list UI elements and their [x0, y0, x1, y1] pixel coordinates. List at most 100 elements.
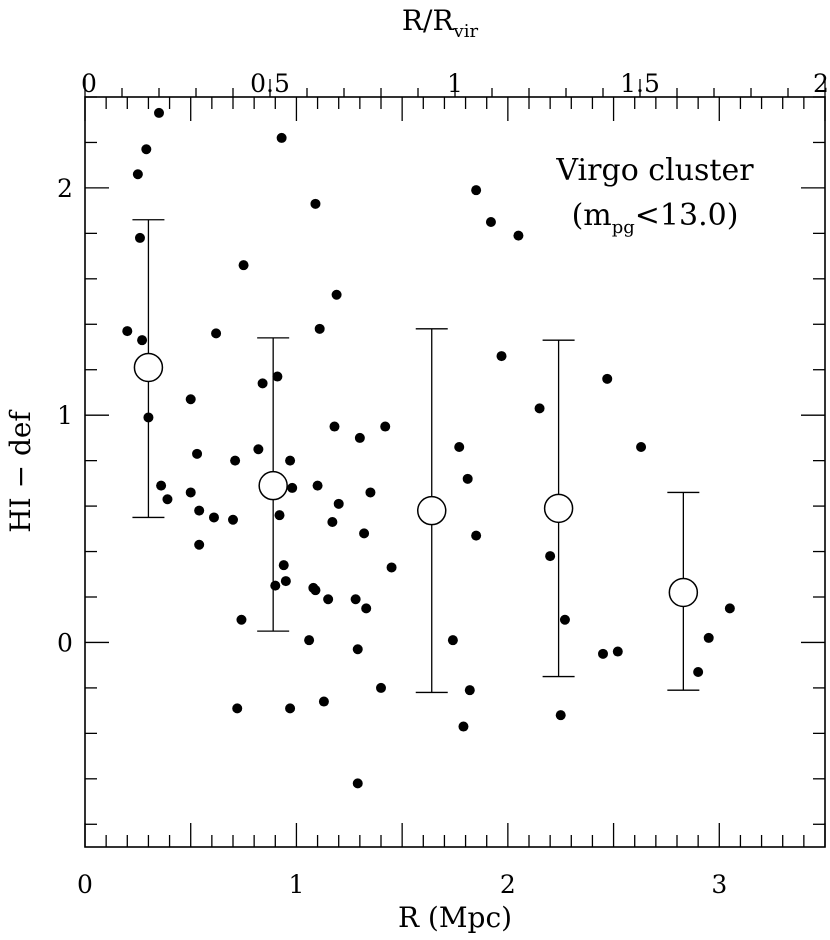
data-point: [327, 517, 338, 527]
data-point: [602, 373, 613, 384]
data-point: [143, 412, 154, 423]
data-point: [232, 703, 243, 714]
top-x-tick-label: 1.5: [620, 69, 660, 98]
data-point: [314, 323, 325, 334]
binned-mean-group: [415, 328, 448, 694]
x-tick-label: 2: [500, 870, 516, 899]
data-point: [352, 644, 363, 655]
data-point: [598, 648, 608, 659]
data-point: [513, 230, 524, 241]
binned-mean-marker: [668, 577, 699, 608]
data-point: [185, 394, 196, 405]
data-point: [253, 444, 264, 455]
data-point: [257, 378, 268, 389]
data-point: [352, 778, 363, 789]
data-point: [310, 198, 321, 209]
data-point: [208, 512, 219, 523]
data-point: [211, 328, 222, 339]
annotation-line-2: (mpg<13.0): [572, 198, 739, 238]
data-point: [318, 696, 329, 707]
data-point: [447, 635, 458, 646]
data-point: [545, 551, 556, 562]
binned-mean-marker: [133, 352, 164, 383]
data-point: [386, 562, 397, 573]
data-point: [462, 473, 473, 484]
top-x-tick-label: 1: [447, 69, 463, 98]
data-point: [359, 528, 370, 539]
top-x-tick-label: 2: [813, 69, 829, 98]
data-point: [194, 539, 205, 550]
x-tick-label: 1: [288, 870, 304, 899]
data-point: [612, 646, 623, 657]
data-point: [331, 289, 342, 300]
data-point: [280, 576, 291, 587]
data-point: [236, 614, 247, 625]
data-point: [185, 487, 196, 498]
binned-mean-marker: [258, 470, 288, 501]
data-point: [485, 217, 496, 227]
data-point: [162, 494, 173, 505]
x-axis-title: R (Mpc): [398, 901, 512, 934]
x-tick-label: 0: [77, 870, 93, 899]
data-point: [496, 351, 507, 362]
data-point: [323, 594, 334, 605]
y-tick-label: 2: [57, 174, 73, 203]
top-x-tick-label: 0: [81, 69, 97, 98]
data-point: [458, 721, 469, 732]
data-point: [555, 710, 566, 721]
data-point: [137, 335, 148, 346]
binned-mean-marker: [543, 493, 574, 524]
data-point: [228, 514, 238, 525]
data-point: [354, 432, 365, 443]
top-x-axis-title: R/Rvir: [402, 4, 479, 42]
cluster-annotation: Virgo cluster (mpg<13.0): [555, 153, 754, 238]
data-point: [365, 487, 376, 498]
data-point: [376, 682, 386, 693]
y-tick-label: 0: [57, 628, 73, 657]
data-point: [534, 403, 545, 414]
data-point: [194, 505, 205, 516]
data-point: [122, 326, 133, 337]
data-point: [471, 530, 482, 541]
top-x-tick-label: 0.5: [250, 69, 290, 98]
data-point: [329, 421, 340, 432]
binned-mean-group: [542, 339, 575, 678]
data-point: [312, 480, 323, 491]
data-point: [636, 442, 647, 452]
data-point: [230, 455, 241, 466]
data-point: [238, 260, 249, 271]
data-point: [192, 448, 203, 459]
data-point: [361, 603, 372, 614]
binned-mean-group: [132, 219, 165, 519]
data-point: [285, 455, 296, 466]
data-point: [270, 580, 281, 591]
x-tick-label: 3: [711, 870, 727, 899]
y-axis-title: HI − def: [4, 409, 37, 533]
axis-ticks: [84, 79, 826, 847]
data-point: [559, 614, 570, 625]
tick-labels: 0 1 2 3 0 1 2 0 0.5 1 1.5 2: [57, 69, 829, 899]
binned-mean-group: [667, 491, 700, 691]
data-point: [304, 635, 315, 646]
data-point: [274, 510, 285, 521]
data-point: [156, 480, 167, 491]
binned-means: [132, 219, 700, 694]
data-point: [693, 667, 704, 677]
data-point: [464, 685, 475, 696]
data-point: [132, 169, 143, 180]
data-points: [122, 107, 735, 789]
data-point: [454, 442, 465, 452]
data-point: [703, 632, 714, 643]
data-point: [154, 107, 164, 118]
data-point: [380, 421, 391, 432]
data-point: [724, 603, 735, 614]
annotation-line-1: Virgo cluster: [555, 153, 754, 188]
binned-mean-marker: [416, 495, 447, 526]
data-point: [287, 482, 298, 493]
data-point: [471, 185, 482, 196]
data-point: [333, 498, 344, 509]
data-point: [134, 232, 145, 243]
data-point: [276, 132, 287, 143]
binned-mean-group: [257, 337, 290, 632]
